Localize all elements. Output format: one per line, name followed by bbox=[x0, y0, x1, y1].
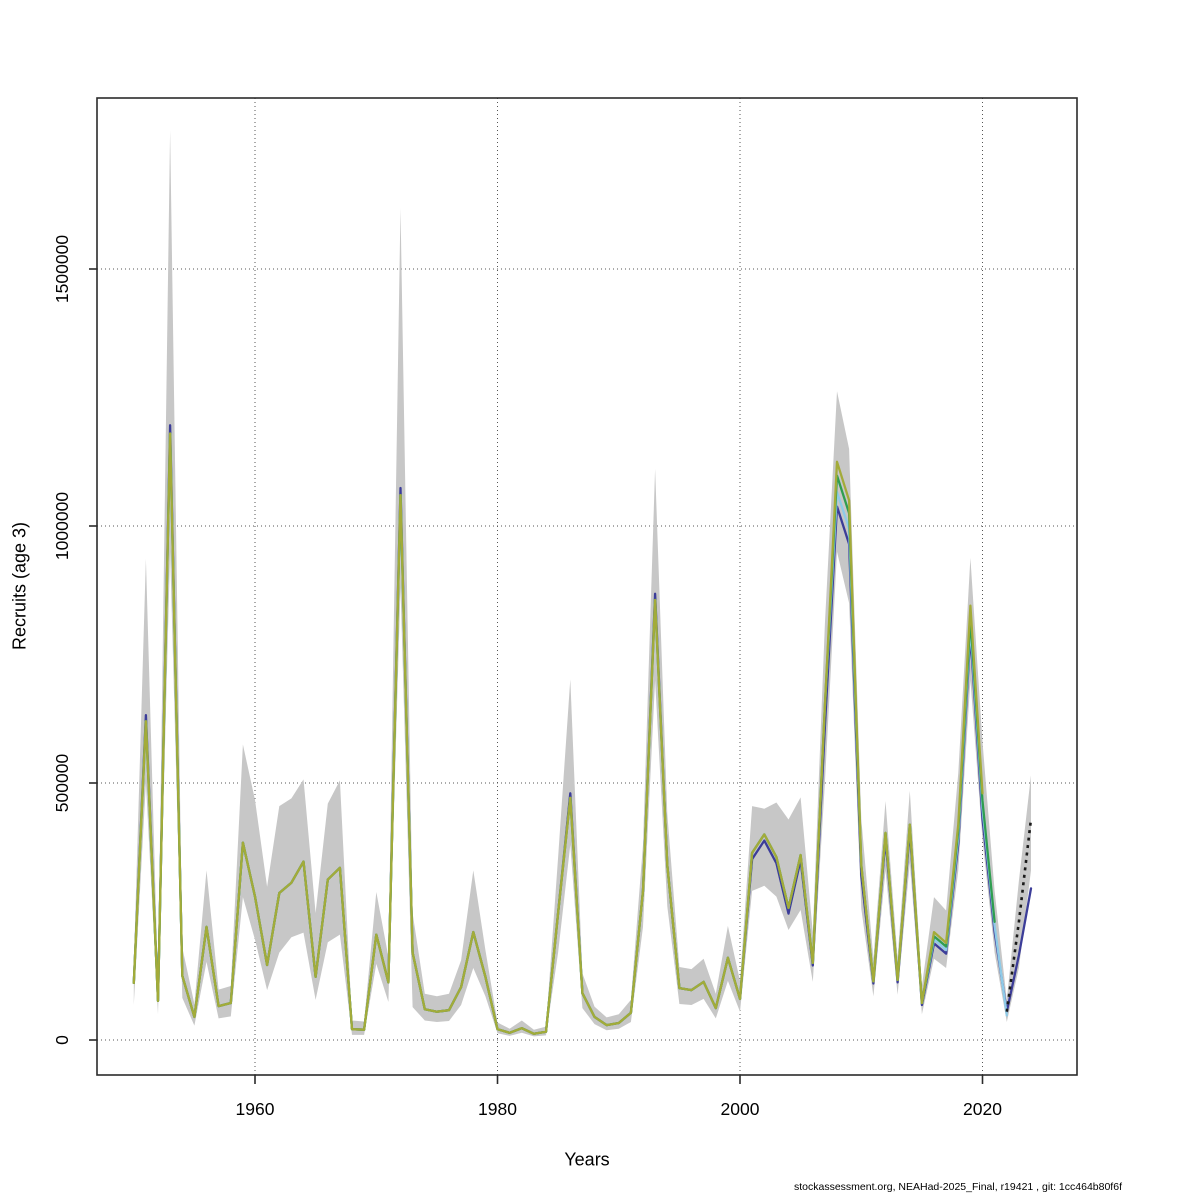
retro-peel-olive bbox=[132, 432, 984, 1035]
x-tick-label: 1980 bbox=[478, 1099, 517, 1119]
x-axis-title: Years bbox=[564, 1149, 610, 1170]
x-tick-label: 2000 bbox=[721, 1099, 760, 1119]
y-tick-label: 1500000 bbox=[52, 235, 72, 303]
x-tick-label: 1960 bbox=[236, 1099, 275, 1119]
plot-box bbox=[96, 97, 1078, 1076]
confidence-band bbox=[133, 130, 1032, 1037]
y-tick-label: 500000 bbox=[52, 754, 72, 813]
footer-run-info: stockassessment.org, NEAHad-2025_Final, … bbox=[793, 1181, 1122, 1193]
y-axis-title: Recruits (age 3) bbox=[9, 521, 30, 651]
y-tick-label: 0 bbox=[52, 1035, 72, 1045]
base-run-forecast bbox=[1005, 818, 1033, 1012]
x-tick-label: 2020 bbox=[963, 1099, 1002, 1119]
y-tick-label: 1000000 bbox=[52, 492, 72, 560]
